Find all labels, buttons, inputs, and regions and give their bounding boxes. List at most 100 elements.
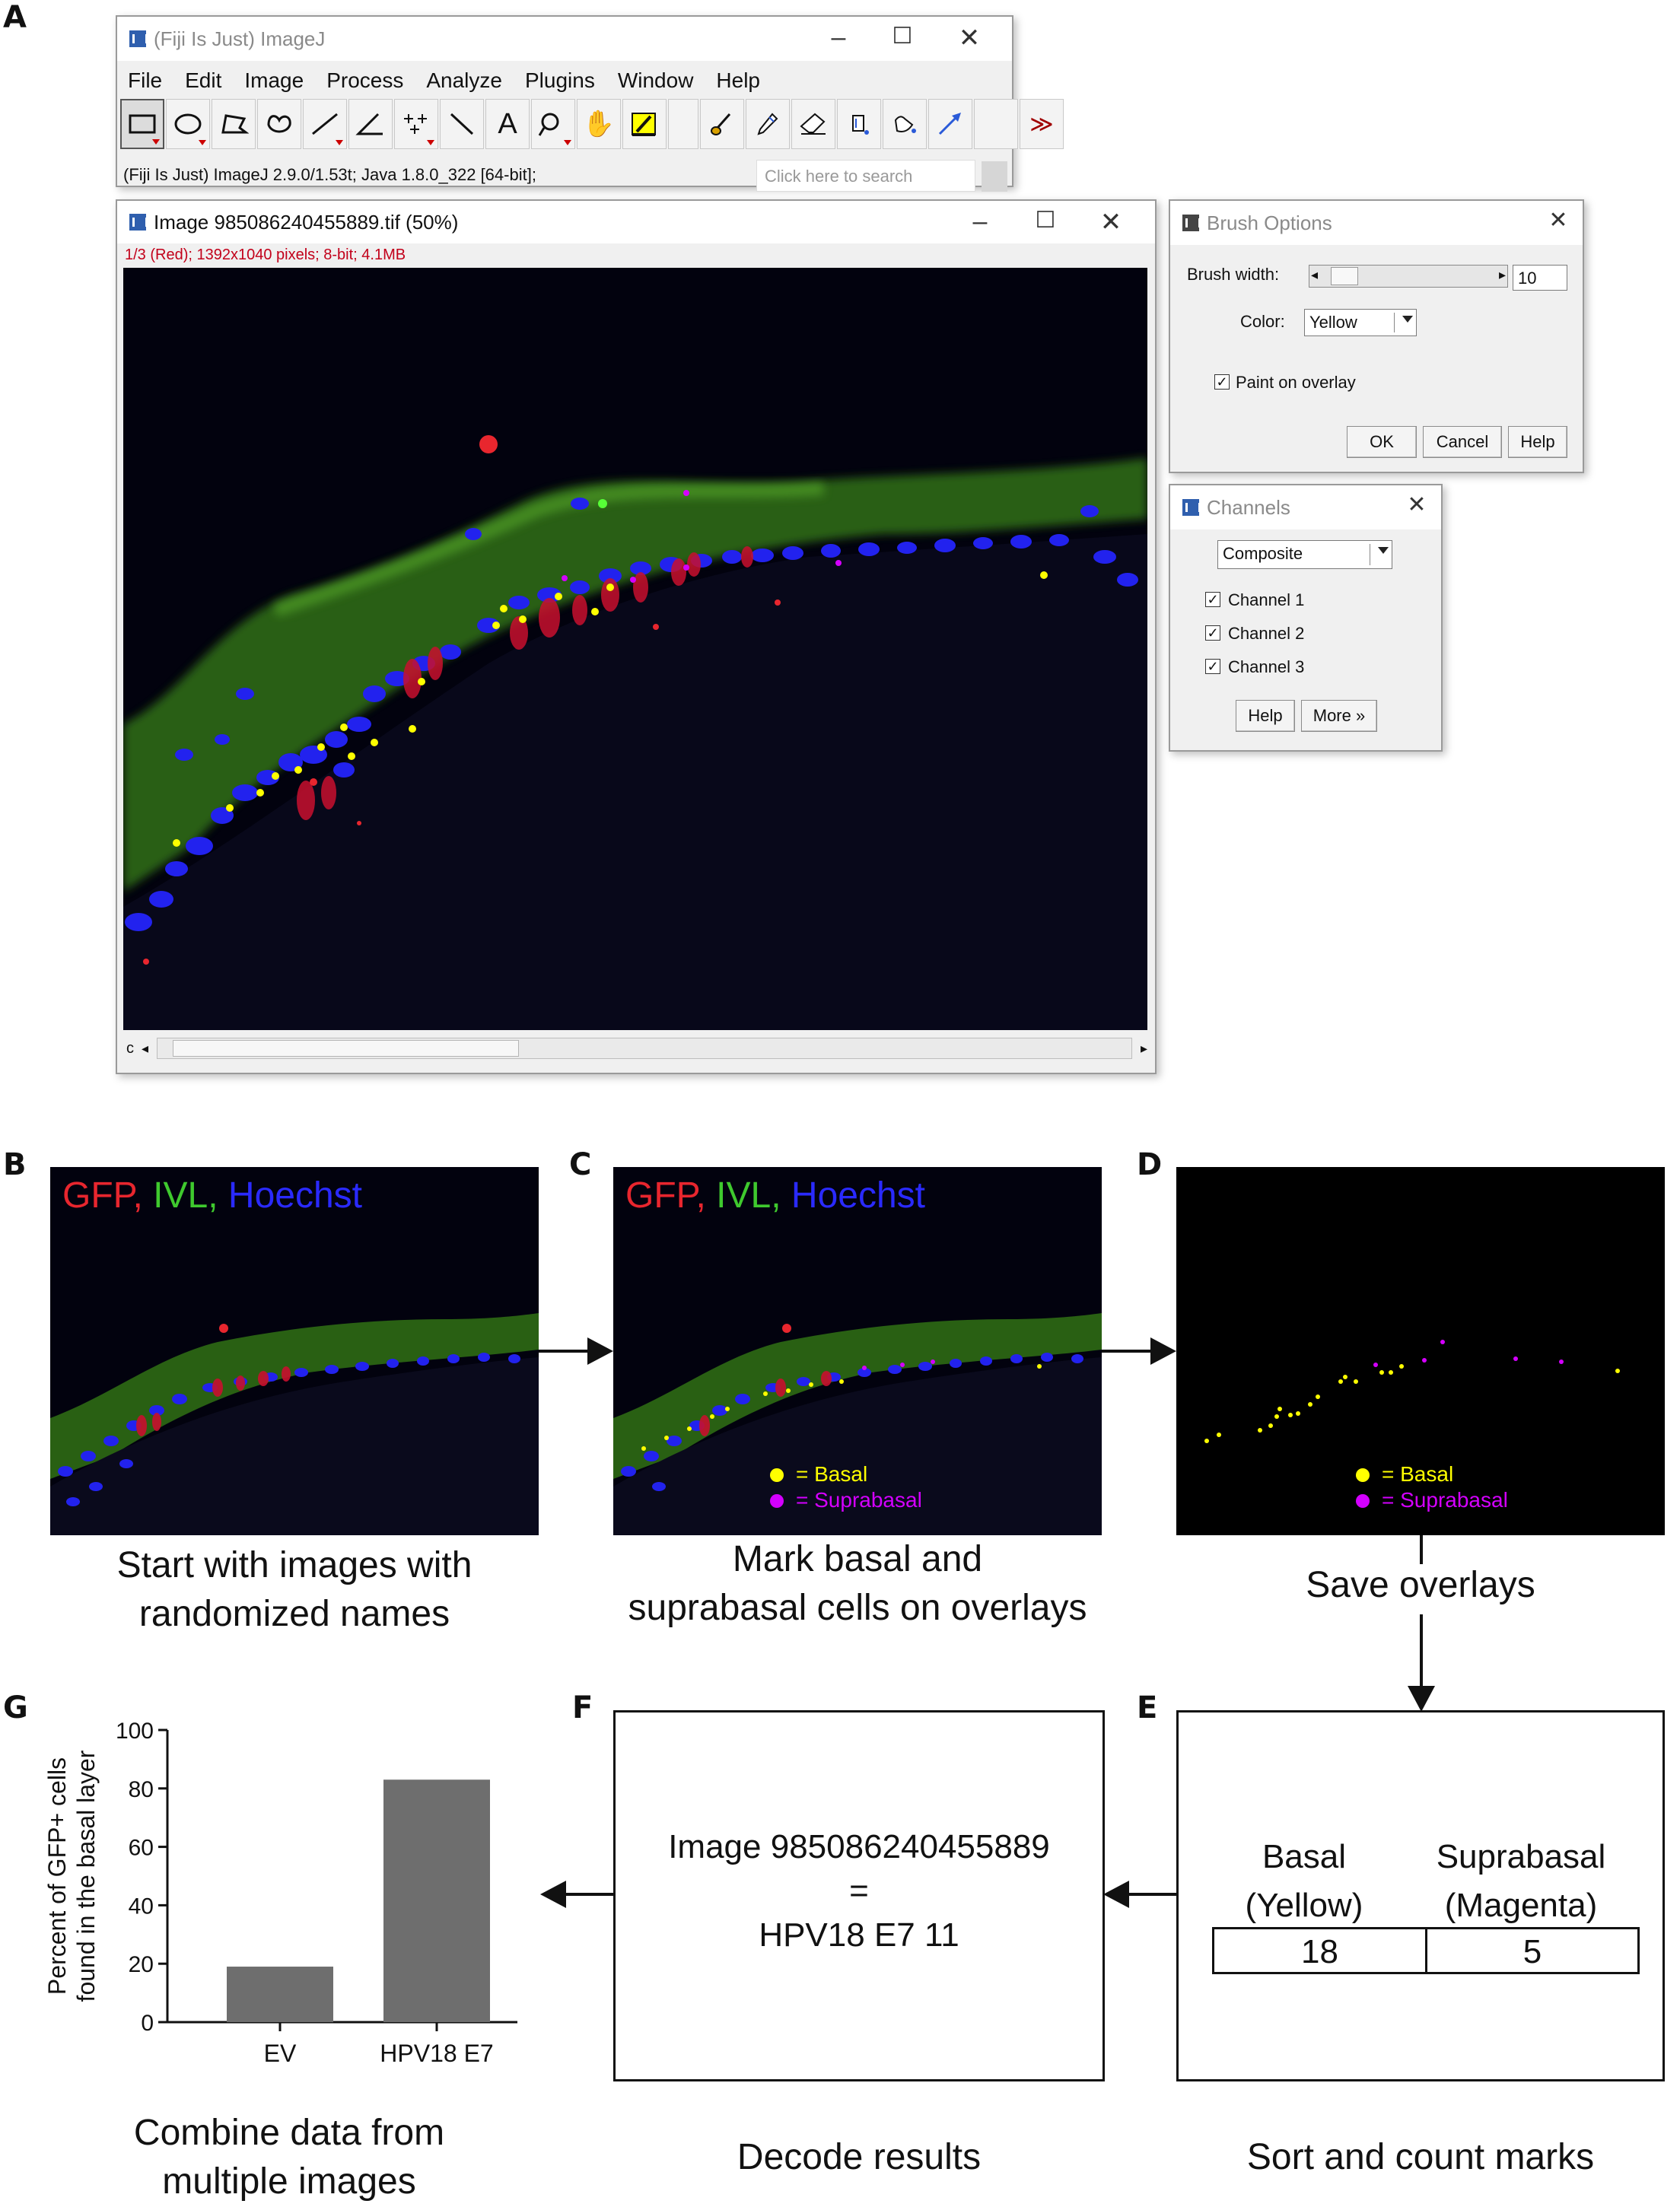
channels-mode-value: Composite (1223, 544, 1303, 563)
channel-1-label: Channel 1 (1228, 590, 1305, 609)
menu-plugins[interactable]: Plugins (524, 68, 595, 92)
image-info: 1/3 (Red); 1392x1040 pixels; 8-bit; 4.1M… (125, 246, 406, 263)
image-window: Image 985086240455889.tif (50%) – ☐ ✕ 1/… (116, 199, 1157, 1074)
menu-image[interactable]: Image (244, 68, 304, 92)
search-button[interactable] (982, 161, 1007, 192)
menu-analyze[interactable]: Analyze (426, 68, 502, 92)
maximize-icon[interactable]: ☐ (1035, 208, 1056, 233)
brush-tool-icon[interactable] (700, 99, 744, 149)
slider-left-icon[interactable]: ◂ (1311, 267, 1319, 282)
panel-letter-a: A (3, 0, 27, 35)
paint-overlay-checkbox[interactable]: ✓ (1214, 374, 1230, 390)
suprabasal-legend-dot (1356, 1494, 1370, 1508)
caption-f: Decode results (737, 2137, 982, 2177)
panel-c-micrograph (613, 1313, 1102, 1535)
menu-window[interactable]: Window (617, 68, 694, 92)
x-tick-label: HPV18 E7 (380, 2040, 493, 2067)
image-window-title-bar[interactable]: Image 985086240455889.tif (50%) – ☐ ✕ (117, 201, 1155, 243)
maximize-icon[interactable]: ☐ (892, 24, 913, 49)
y-tick-label: 0 (141, 2011, 154, 2036)
magnifier-tool-icon[interactable] (531, 99, 575, 149)
ok-button[interactable]: OK (1347, 426, 1417, 458)
imagej-app-icon (129, 30, 148, 47)
channel-scrollbar[interactable]: c ◂ ▸ (123, 1035, 1147, 1062)
brush-width-slider[interactable]: ◂ ▸ (1309, 265, 1508, 288)
polygon-tool-icon[interactable] (212, 99, 256, 149)
slider-thumb[interactable] (1331, 267, 1358, 285)
blank-tool-icon[interactable] (668, 99, 698, 149)
slider-right-icon[interactable]: ▸ (1498, 267, 1506, 282)
rectangle-tool-icon[interactable] (120, 99, 164, 149)
y-tick-label: 20 (129, 1952, 154, 1977)
flood-fill-icon[interactable] (837, 99, 881, 149)
cancel-button[interactable]: Cancel (1423, 426, 1502, 458)
y-axis-label: Percent of GFP+ cellsfound in the basal … (43, 1750, 100, 2002)
oval-tool-icon[interactable] (166, 99, 210, 149)
imagej-title: (Fiji Is Just) ImageJ (154, 27, 326, 50)
pencil-tool-icon[interactable] (746, 99, 790, 149)
point-tool-icon[interactable] (394, 99, 438, 149)
color-picker-icon[interactable] (622, 99, 667, 149)
basal-header: Basal (Yellow) (1201, 1833, 1407, 1930)
scroll-left-icon[interactable]: ◂ (142, 1040, 149, 1056)
arrow-f-to-g (565, 1893, 613, 1896)
help-button[interactable]: Help (1508, 426, 1567, 458)
color-select[interactable]: Yellow (1304, 309, 1417, 336)
channels-dialog-icon (1182, 499, 1201, 516)
menu-process[interactable]: Process (326, 68, 404, 92)
channel-1-checkbox[interactable]: ✓ (1205, 592, 1220, 607)
caption-e: Sort and count marks (1246, 2137, 1595, 2177)
close-icon[interactable]: ✕ (958, 24, 981, 52)
channel-2-checkbox[interactable]: ✓ (1205, 625, 1220, 641)
line-tool-icon[interactable] (303, 99, 347, 149)
panel-b-micrograph (50, 1313, 539, 1535)
channels-more-button[interactable]: More » (1301, 700, 1377, 732)
hand-tool-icon[interactable]: ✋ (577, 99, 621, 149)
combo-separator (1394, 313, 1395, 332)
suprabasal-header-line-2: (Magenta) (1444, 1887, 1598, 1924)
close-icon[interactable]: ✕ (1099, 208, 1122, 237)
channels-mode-select[interactable]: Composite (1217, 540, 1392, 569)
search-input[interactable]: Click here to search (756, 160, 975, 192)
menu-file[interactable]: File (128, 68, 163, 92)
menu-help[interactable]: Help (716, 68, 761, 92)
empty-tool-slot[interactable] (974, 99, 1018, 149)
minimize-icon[interactable]: – (972, 207, 988, 236)
image-window-app-icon (129, 214, 148, 231)
scroll-track[interactable] (157, 1038, 1132, 1059)
close-icon[interactable]: ✕ (1407, 492, 1427, 517)
text-tool-icon[interactable]: A (485, 99, 530, 149)
y-axis-title-line: found in the basal layer (72, 1750, 100, 2002)
brush-options-title: Brush Options (1207, 211, 1332, 234)
freehand-tool-icon[interactable] (257, 99, 301, 149)
arrow-tool-icon[interactable] (928, 99, 972, 149)
micrograph-canvas[interactable] (123, 268, 1147, 1030)
brush-options-title-bar[interactable]: Brush Options ✕ (1170, 201, 1583, 245)
eraser-tool-icon[interactable] (791, 99, 835, 149)
scroll-thumb[interactable] (173, 1040, 519, 1057)
channels-help-button[interactable]: Help (1236, 700, 1295, 732)
arrow-d-to-e (1420, 1614, 1423, 1689)
minimize-icon[interactable]: – (831, 23, 846, 52)
angle-tool-icon[interactable] (348, 99, 393, 149)
gfp-label: GFP, (62, 1175, 143, 1216)
caption-b: Start with images with randomized names (50, 1541, 539, 1639)
caption-b-line-1: Start with images with (116, 1545, 473, 1585)
channel-3-checkbox[interactable]: ✓ (1205, 659, 1220, 674)
scroll-right-icon[interactable]: ▸ (1140, 1040, 1147, 1056)
y-tick-label: 40 (129, 1894, 154, 1919)
menu-edit[interactable]: Edit (185, 68, 222, 92)
brush-width-field[interactable]: 10 (1513, 265, 1567, 291)
imagej-title-bar[interactable]: (Fiji Is Just) ImageJ – ☐ ✕ (117, 17, 1012, 61)
basal-header-line-1: Basal (1262, 1838, 1347, 1875)
panel-letter-g: G (3, 1690, 28, 1725)
bucket-icon[interactable] (883, 99, 927, 149)
channels-title-bar[interactable]: Channels ✕ (1170, 485, 1441, 529)
close-icon[interactable]: ✕ (1548, 208, 1568, 233)
arrow-c-to-d (1102, 1350, 1152, 1353)
imagej-status: (Fiji Is Just) ImageJ 2.9.0/1.53t; Java … (123, 165, 536, 184)
wand-tool-icon[interactable] (440, 99, 484, 149)
caption-d: Save overlays (1306, 1565, 1535, 1605)
more-tools-icon[interactable]: ≫ (1020, 99, 1064, 149)
arrow-head-f-to-g (540, 1881, 566, 1908)
